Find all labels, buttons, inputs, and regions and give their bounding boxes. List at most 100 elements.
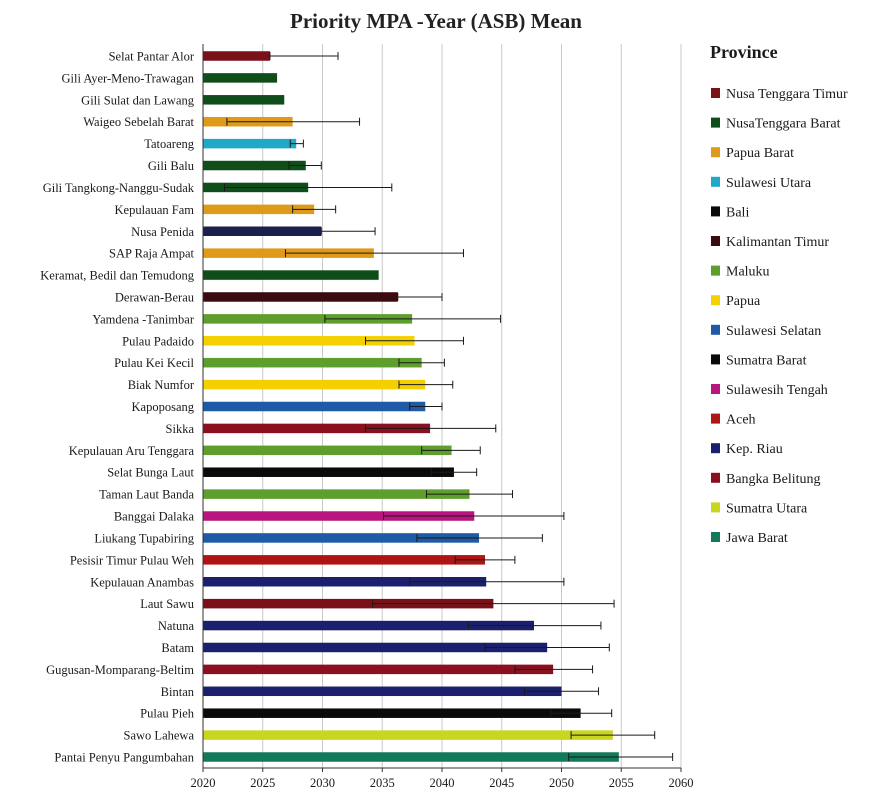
category-label: Kepulauan Fam [115,203,195,217]
chart-title: Priority MPA -Year (ASB) Mean [290,9,582,33]
bar [203,336,415,346]
category-label: Banggai Dalaka [114,510,195,524]
category-label: Kepulauan Aru Tenggara [69,444,195,458]
bar [203,708,581,718]
category-label: Waigeo Sebelah Barat [83,115,194,129]
legend-swatch [711,413,720,424]
legend-item: Bali [711,205,749,220]
legend-label: Bali [726,205,749,220]
category-label: Nusa Penida [131,225,194,239]
category-label: Sawo Lahewa [124,729,195,743]
legend-label: Sulawesi Selatan [726,324,821,339]
bar [203,160,306,171]
bar [203,401,426,412]
legend-item: Aceh [711,413,756,428]
legend-swatch [711,324,720,335]
category-label: Taman Laut Banda [99,488,194,502]
bar [203,226,322,236]
bar [203,379,426,390]
x-tick-label: 2025 [250,776,275,790]
legend: Province Nusa Tenggara Timur NusaTenggara… [710,42,848,546]
bar [203,314,413,324]
legend-item: Sumatra Utara [711,501,808,516]
x-tick-label: 2055 [609,776,634,790]
x-axis: 2020 2025 2030 2035 2040 2045 2050 2055 2060 [191,44,694,790]
bar [203,204,315,215]
bar [203,730,613,740]
legend-label: Sumatra Barat [726,353,807,368]
bars [203,51,674,762]
bar [203,95,285,105]
legend-label: Papua [726,294,761,309]
legend-label: Sulawesi Utara [726,176,812,191]
legend-swatch [711,384,720,394]
bar [203,555,486,565]
category-label: Derawan-Berau [115,290,195,304]
bar [203,292,398,302]
category-label: Pulau Pieh [140,707,195,721]
bar [203,752,619,762]
category-label: Batam [161,641,194,655]
bar [203,138,297,149]
legend-swatch [711,206,720,217]
category-label: Pulau Kei Kecil [114,356,194,370]
category-label: Pantai Penyu Pangumbahan [54,751,194,765]
bar [203,598,494,609]
legend-item: Sumatra Barat [711,353,807,368]
bar [203,664,554,675]
bar [203,489,470,499]
legend-label: Kalimantan Timur [726,235,829,250]
legend-swatch [711,295,720,306]
category-label: Laut Sawu [140,597,195,611]
bar [203,270,379,280]
category-label: Gili Sulat dan Lawang [81,93,195,107]
legend-item: Papua [711,294,761,309]
category-label: Pesisir Timur Pulau Weh [70,553,195,567]
legend-label: Kep. Riau [726,442,783,457]
category-label: Yamdena -Tanimbar [92,312,194,326]
legend-label: NusaTenggara Barat [726,117,841,132]
bar [203,445,452,456]
x-tick-label: 2060 [669,776,694,790]
legend-item: Nusa Tenggara Timur [711,87,848,102]
legend-swatch [711,502,720,513]
x-tick-label: 2030 [310,776,335,790]
legend-item: Sulawesih Tengah [711,383,828,398]
legend-label: Nusa Tenggara Timur [726,87,848,102]
legend-swatch [711,532,720,542]
bar [203,577,487,587]
legend-label: Aceh [726,413,756,428]
legend-title: Province [710,42,778,62]
legend-swatch [711,472,720,483]
legend-swatch [711,443,720,454]
legend-label: Sulawesih Tengah [726,383,828,398]
legend-swatch [711,88,720,98]
legend-item: Kalimantan Timur [711,235,829,250]
category-label: Gugusan-Momparang-Beltim [46,663,194,677]
legend-label: Sumatra Utara [726,501,808,516]
bar [203,620,535,631]
category-label: Gili Balu [148,159,195,173]
category-label: Gili Tangkong-Nanggu-Sudak [43,181,195,195]
bar [203,511,475,521]
category-label: Kapoposang [132,400,195,414]
category-label: Selat Bunga Laut [107,466,194,480]
category-label: Pulau Padaido [122,334,194,348]
x-tick-label: 2045 [489,776,514,790]
legend-item: Bangka Belitung [711,472,821,487]
legend-item: Jawa Barat [711,531,788,546]
bar [203,51,270,61]
legend-item: NusaTenggara Barat [711,117,841,132]
legend-item: Sulawesi Selatan [711,324,821,339]
legend-swatch [711,176,720,187]
legend-item: Kep. Riau [711,442,783,457]
category-labels: Selat Pantar Alor Gili Ayer-Meno-Trawagan… [40,50,195,765]
x-tick-label: 2020 [191,776,216,790]
legend-swatch [711,147,720,158]
x-tick-label: 2035 [370,776,395,790]
category-label: Tatoareng [144,137,195,151]
bar [203,423,431,434]
legend-label: Maluku [726,265,770,280]
category-label: Kepulauan Anambas [90,575,194,589]
